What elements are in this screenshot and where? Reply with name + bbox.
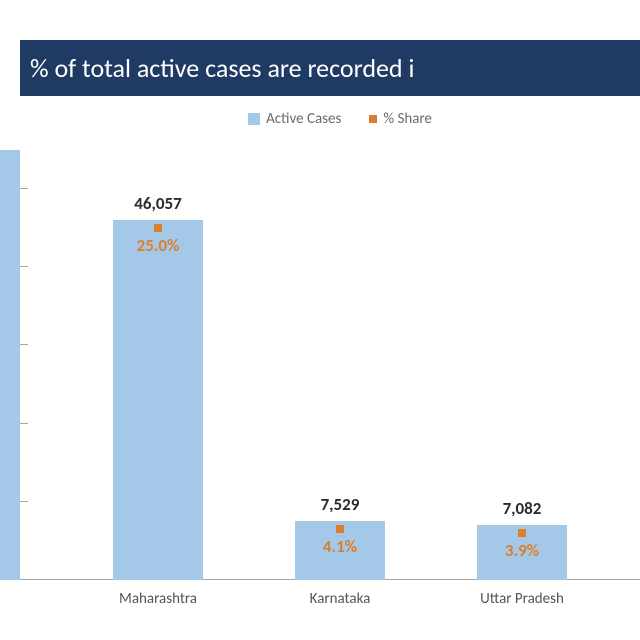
share-marker (154, 224, 162, 232)
legend-item-percent-share: % Share (369, 110, 432, 128)
bar (0, 150, 20, 580)
y-tick (20, 423, 28, 424)
legend-swatch-dot (369, 115, 377, 123)
value-label: 7,082 (447, 498, 597, 519)
y-tick (20, 266, 28, 267)
share-label: 3.9% (447, 540, 597, 561)
value-label: 46,057 (83, 193, 233, 214)
plot-area: 46,057 25.0% 7,529 4.1% 7,082 3.9% (20, 150, 640, 580)
x-category-row: Maharashtra Karnataka Uttar Pradesh (20, 590, 640, 620)
chart-frame: % of total active cases are recorded i A… (20, 40, 640, 640)
value-label: 7,529 (265, 494, 415, 515)
share-label: 4.1% (265, 536, 415, 557)
category-label: Karnataka (265, 590, 415, 608)
share-marker (336, 525, 344, 533)
y-tick (20, 188, 28, 189)
category-label: Uttar Pradesh (447, 590, 597, 608)
title-band: % of total active cases are recorded i (20, 40, 640, 96)
legend-label: % Share (383, 110, 432, 128)
y-tick (20, 579, 28, 580)
share-label: 25.0% (83, 235, 233, 256)
y-tick (20, 344, 28, 345)
legend-label: Active Cases (266, 110, 341, 128)
bar (113, 220, 203, 580)
share-marker (518, 529, 526, 537)
legend: Active Cases % Share (20, 110, 640, 128)
legend-swatch-bar (248, 113, 260, 125)
category-label: Maharashtra (83, 590, 233, 608)
y-tick (20, 501, 28, 502)
page-title: % of total active cases are recorded i (30, 52, 414, 84)
legend-item-active-cases: Active Cases (248, 110, 341, 128)
